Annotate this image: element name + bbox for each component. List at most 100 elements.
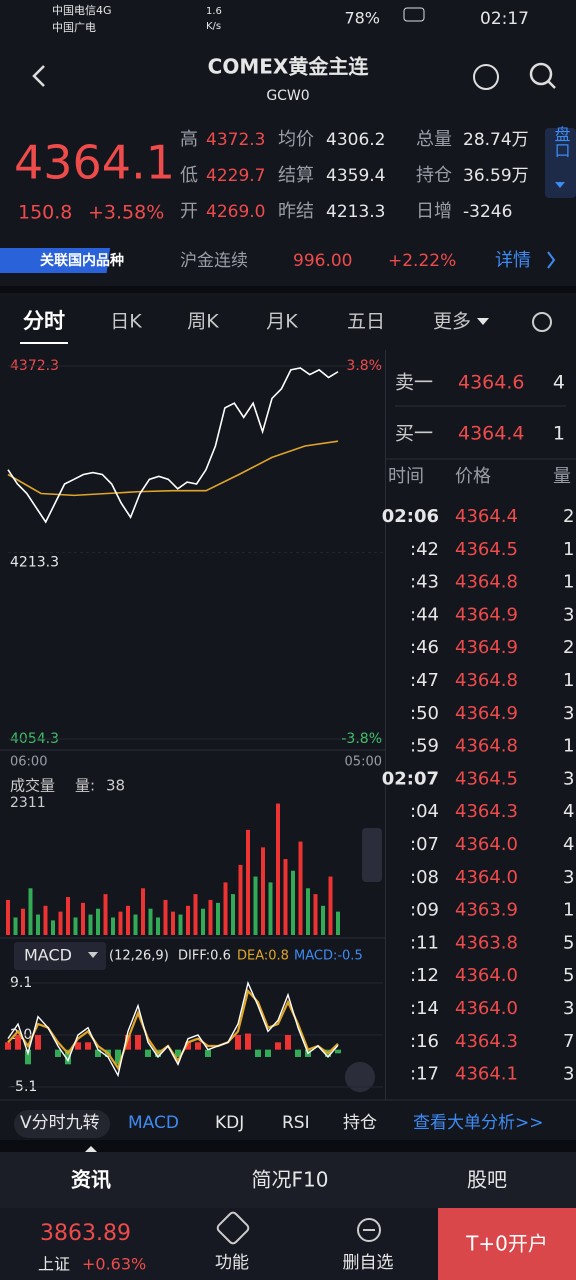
trade-price: 4363.8 [455, 932, 518, 953]
avg-line [7, 440, 339, 497]
price-line [7, 367, 339, 524]
trade-volume: 1 [563, 670, 574, 691]
function-icon[interactable] [216, 1211, 250, 1245]
y-tick-label: 4213.3 [10, 555, 59, 571]
side-button-bg[interactable] [545, 128, 576, 198]
dropdown-icon [555, 182, 565, 188]
tab[interactable]: 更多 [433, 311, 471, 333]
volume-bar [163, 899, 168, 935]
indicator-tab[interactable]: KDJ [215, 1113, 244, 1133]
book-price: 4364.4 [458, 423, 524, 445]
macd-bar [175, 1049, 181, 1057]
dea-line [7, 988, 339, 1071]
volume-bar [253, 876, 258, 935]
trade-price: 4364.1 [455, 1064, 518, 1085]
clock: 02:17 [480, 9, 529, 29]
trade-price: 4364.5 [455, 768, 518, 789]
tab[interactable]: 分时 [23, 309, 65, 333]
trade-time: :07 [410, 834, 439, 855]
book-volume: 4 [553, 372, 565, 394]
indicator-tab[interactable]: RSI [282, 1113, 310, 1133]
macd-bar [5, 1042, 11, 1050]
trade-volume: 5 [563, 965, 574, 986]
net-speed-unit: K/s [206, 21, 221, 32]
macd-bar [255, 1049, 261, 1057]
function-button[interactable]: 功能 [215, 1253, 249, 1273]
remove-icon[interactable] [357, 1218, 381, 1242]
dea-label: DEA:0.8 [237, 949, 289, 964]
indicator-select-bg[interactable] [14, 942, 106, 970]
volume-bar [208, 899, 213, 935]
stat-value: 4269.0 [206, 202, 265, 222]
nav-tab[interactable]: 资讯 [71, 1168, 111, 1192]
stat-label: 日增 [416, 201, 452, 222]
volume-bar [141, 888, 145, 935]
volume-bar [13, 917, 18, 935]
tab-pill[interactable] [14, 1110, 110, 1138]
trade-price: 4364.0 [455, 965, 518, 986]
nav-tab[interactable]: 简况F10 [252, 1168, 329, 1192]
tab[interactable]: 月K [266, 311, 298, 333]
related-link[interactable]: 详情 [495, 250, 531, 271]
search-button[interactable] [529, 62, 553, 86]
trade-time: :43 [410, 572, 439, 593]
macd-bar [135, 1035, 141, 1050]
trade-time: :44 [410, 604, 439, 625]
book-label: 卖一 [395, 372, 433, 394]
volume-bar [291, 870, 295, 935]
index-value: 3863.89 [40, 1221, 131, 1246]
nav-tab[interactable]: 股吧 [467, 1168, 507, 1192]
indicator-tab[interactable]: V分时九转 [20, 1113, 100, 1133]
macd-bar [85, 1042, 91, 1050]
tab[interactable]: 五日 [347, 311, 385, 333]
trade-time: 02:06 [382, 506, 439, 527]
trade-time: :11 [410, 932, 439, 953]
volume-bar [201, 908, 205, 935]
open-account[interactable]: T+0开户 [465, 1232, 548, 1256]
trade-time: :59 [410, 736, 439, 757]
trade-price: 4364.0 [455, 834, 518, 855]
volume-bar [88, 914, 93, 935]
settings-button[interactable] [532, 312, 552, 332]
trade-time: :04 [410, 801, 439, 822]
volume-bar [186, 905, 190, 935]
volume-bar [283, 859, 288, 935]
battery-icon [403, 7, 425, 22]
tab[interactable]: 周K [187, 311, 219, 333]
collapse-handle[interactable] [362, 828, 382, 882]
macd-bar [145, 1049, 151, 1057]
stat-label: 总量 [416, 129, 452, 150]
macd-bar [205, 1049, 211, 1057]
trade-volume: 3 [563, 1064, 574, 1085]
trade-time: :47 [410, 670, 439, 691]
big-order-link[interactable]: 查看大单分析>> [413, 1113, 544, 1133]
trade-volume: 4 [563, 801, 574, 822]
stat-value: 4306.2 [326, 130, 385, 150]
side-button[interactable]: 盘口 [552, 125, 571, 158]
trade-price: 4364.8 [455, 572, 518, 593]
trade-time: :14 [410, 998, 439, 1019]
volume-bar [73, 917, 78, 935]
back-button[interactable] [32, 65, 45, 87]
tab[interactable]: 日K [110, 311, 142, 333]
fullscreen-button[interactable] [345, 1062, 375, 1092]
time-label: 06:00 [10, 755, 47, 770]
indicator-name[interactable]: MACD [24, 946, 72, 965]
remove-button[interactable]: 删自选 [343, 1253, 394, 1273]
indicator-tab[interactable]: 持仓 [343, 1113, 377, 1133]
volume-bar [6, 899, 10, 935]
volume-bar [216, 902, 220, 935]
dropdown-icon [88, 952, 98, 958]
volume-label: 量: [75, 777, 95, 795]
refresh-button[interactable] [473, 64, 499, 90]
open-account-button[interactable] [438, 1208, 576, 1280]
macd-bar [95, 1049, 101, 1057]
divider [0, 286, 576, 293]
volume-bar [178, 914, 183, 935]
stat-label: 高 [180, 129, 198, 150]
trade-time: :12 [410, 965, 439, 986]
stat-label: 低 [180, 165, 198, 186]
volume-bar [51, 920, 55, 935]
volume-bar [223, 882, 228, 935]
indicator-tab[interactable]: MACD [128, 1113, 179, 1133]
